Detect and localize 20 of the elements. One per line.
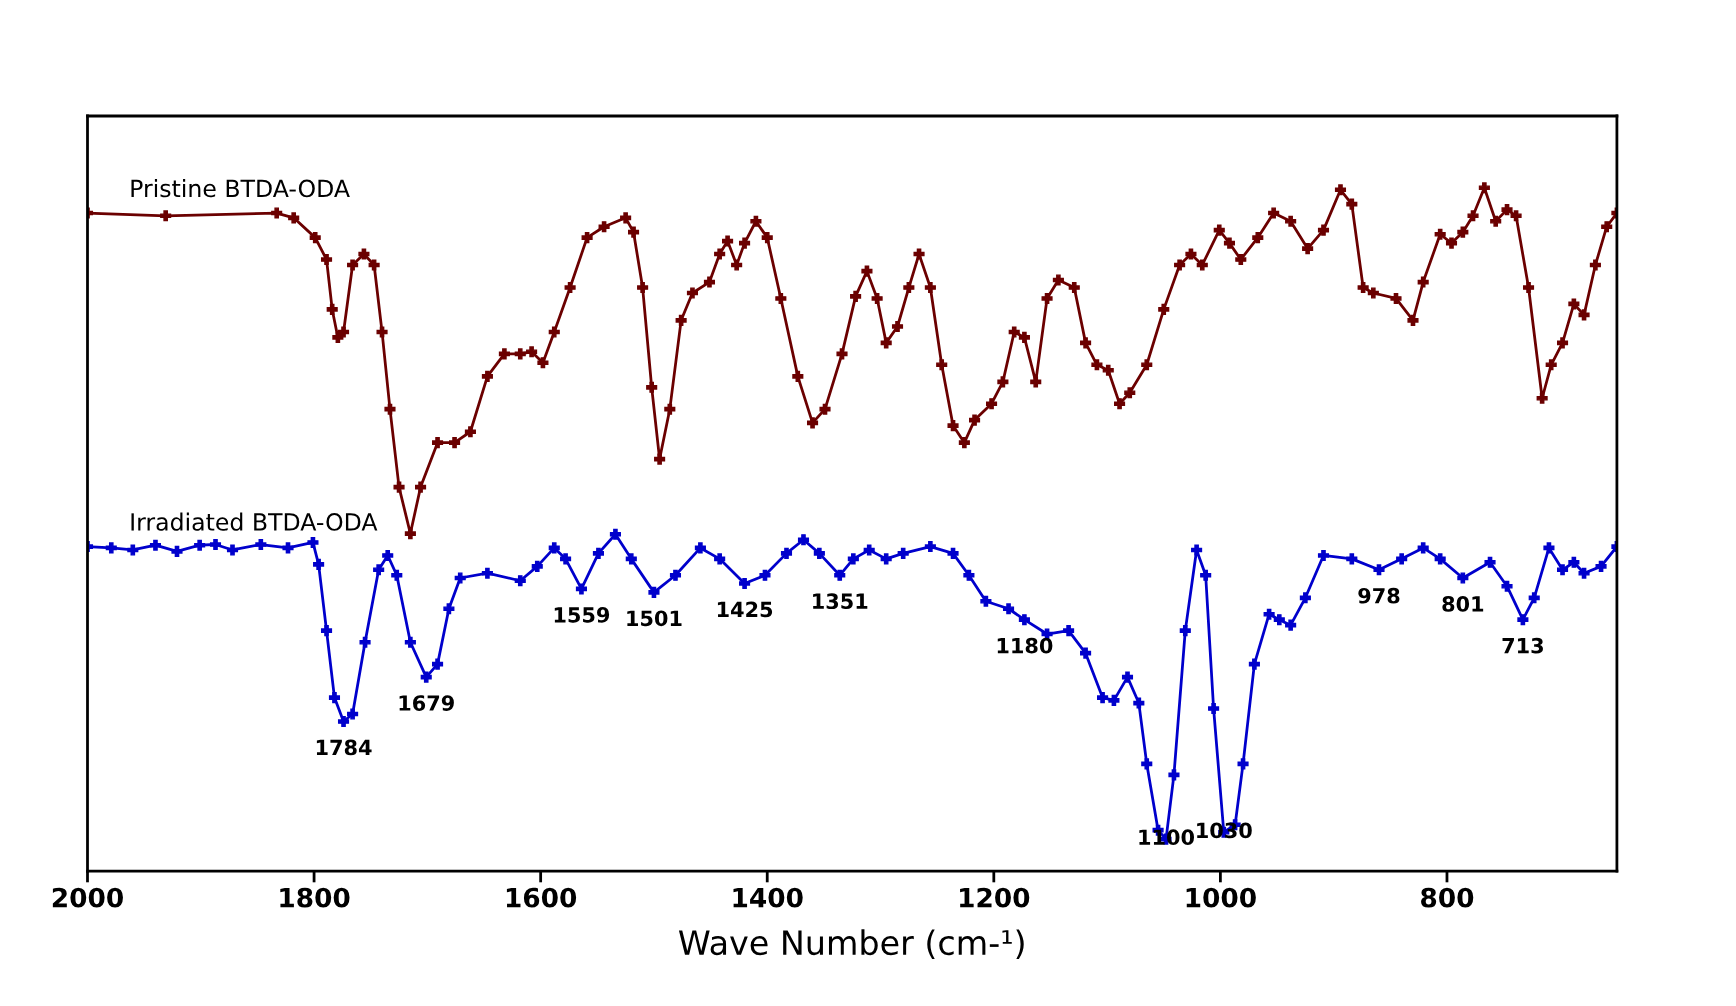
x-axis-title: Wave Number (cm-¹) — [678, 929, 1024, 960]
annotation: 1559 — [554, 607, 610, 623]
x-tick-label: 1000 — [1186, 887, 1256, 908]
x-tick-label: 1400 — [733, 887, 803, 908]
annotation: 713 — [1502, 637, 1543, 654]
x-tick-label: 1800 — [280, 887, 350, 908]
annotation: 801 — [1442, 596, 1484, 612]
annotation: 978 — [1358, 587, 1400, 604]
annotation: 1679 — [399, 695, 454, 711]
x-tick-label: 1600 — [506, 887, 577, 908]
annotation: 1784 — [316, 739, 372, 756]
series-label: Pristine BTDA-ODA — [131, 179, 350, 198]
annotation: 1501 — [627, 610, 682, 627]
annotation: 1351 — [813, 593, 868, 610]
x-tick-label: 800 — [1421, 887, 1474, 908]
annotation: 1180 — [997, 637, 1053, 654]
series-label: Irradiated BTDA-ODA — [131, 512, 378, 531]
x-tick-label: 2000 — [52, 887, 123, 908]
x-tick-label: 1200 — [960, 887, 1030, 908]
annotation: 1425 — [717, 601, 773, 618]
